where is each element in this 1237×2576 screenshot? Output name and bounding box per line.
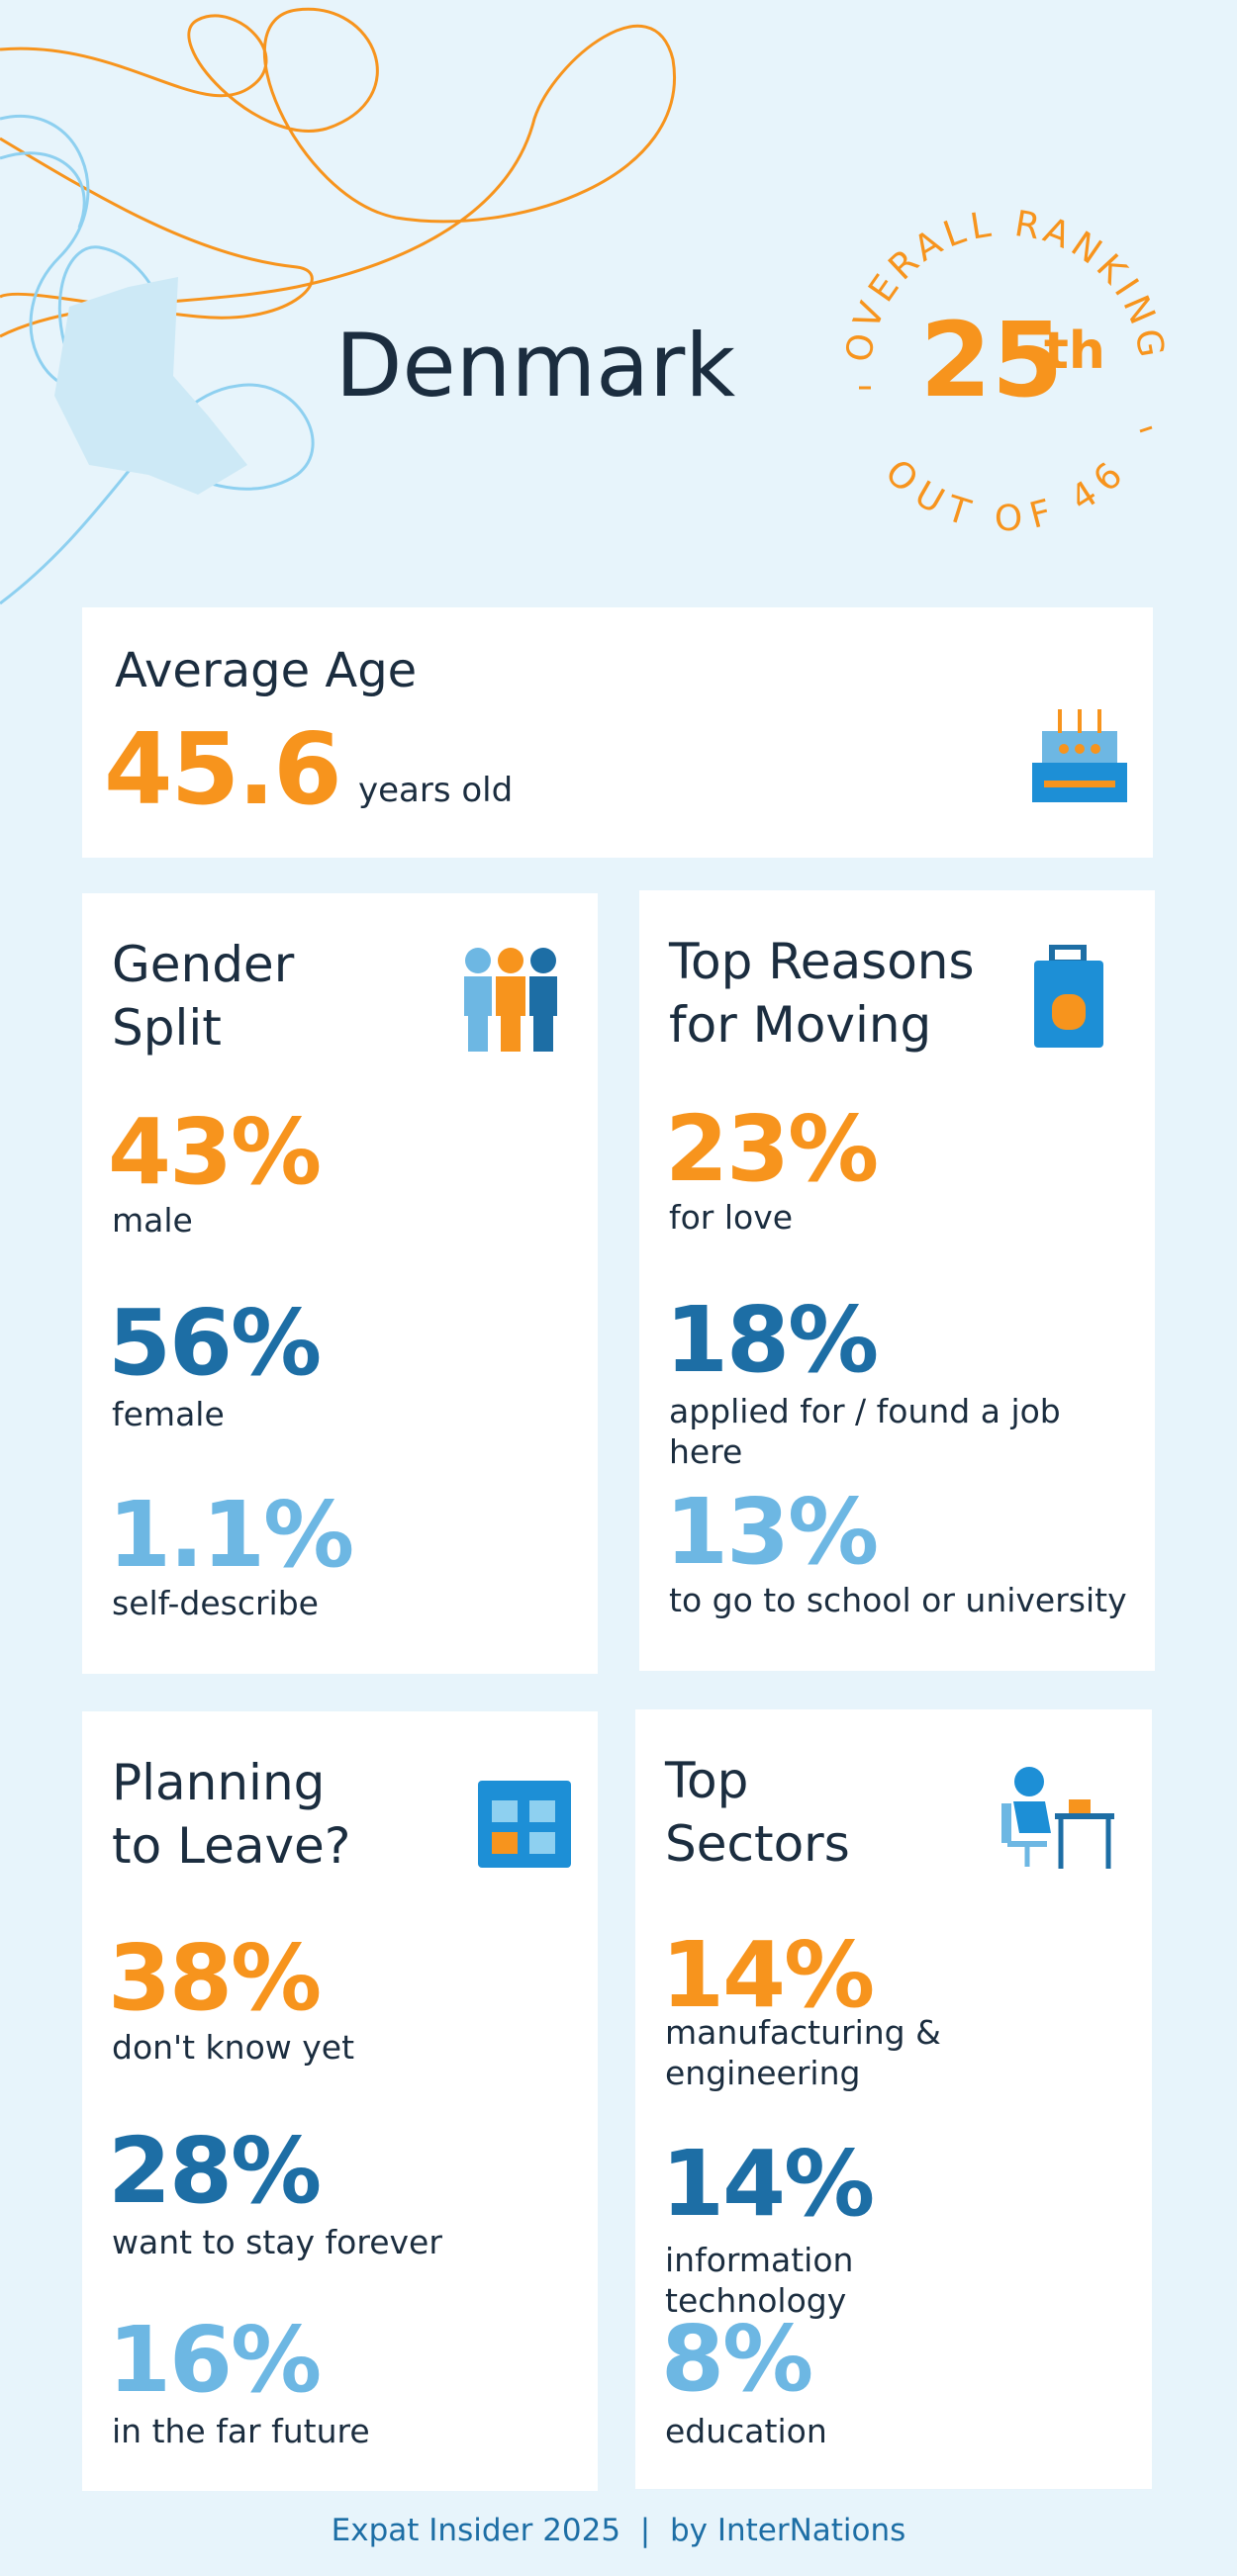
stat-value: 43% [108,1099,322,1205]
card-title: Top Reasons for Moving [669,930,975,1057]
age-unit: years old [358,771,514,810]
stat-value: 18% [665,1287,879,1393]
stat-value: 16% [108,2307,322,2413]
card-title-line: Top Reasons [669,933,975,990]
stat-value: 1.1% [108,1482,354,1588]
card-title: Top Sectors [665,1749,850,1876]
card-title-line: Planning [112,1754,326,1811]
stat-value: 38% [108,1925,322,2031]
stat-label: female [112,1395,225,1433]
stat-value: 14% [661,1922,875,2028]
stat-label: male [112,1201,193,1240]
stat-label: to go to school or university [669,1581,1127,1619]
stat-label: manufacturing & engineering [665,2013,941,2092]
stat-value: 8% [661,2306,813,2412]
stat-value: 13% [665,1479,879,1585]
ranking-label-bottom: OUT OF 46 [878,452,1129,540]
footer: Expat Insider 2025 | by InterNations [331,2513,906,2548]
card-title: Gender Split [112,933,294,1059]
reasons-card: Top Reasons for Moving 23% for love 18% appli… [639,890,1155,1671]
stat-label: education [665,2412,827,2450]
card-title-line: Sectors [665,1815,850,1873]
stat-label: self-describe [112,1584,319,1622]
planning-card: Planning to Leave? 38% don't know yet 28% wan… [82,1711,598,2491]
stat-value: 56% [108,1290,322,1396]
stat-label: applied for / found a job here [669,1392,1061,1471]
people-icon [464,948,557,1052]
suitcase-icon [1034,945,1103,1048]
age-title: Average Age [115,643,418,698]
card-title-line: Top [665,1752,749,1809]
calendar-icon [478,1781,571,1868]
stat-label: don't know yet [112,2028,355,2067]
stat-value: 23% [665,1096,879,1202]
ranking-value: 25 [920,300,1064,420]
cake-icon [1032,709,1127,802]
stat-label: in the far future [112,2412,370,2450]
card-title-line: Split [112,999,222,1057]
sectors-card: Top Sectors 14% manufacturing & engineering… [635,1709,1152,2489]
stat-label: for love [669,1198,794,1237]
ranking-label: OUT OF 46 [878,452,1134,540]
stat-label: information technology [665,2241,854,2320]
card-title-line: Gender [112,936,295,993]
card-title-line: for Moving [669,996,932,1054]
card-title: Planning to Leave? [112,1751,350,1878]
stat-value: 14% [661,2131,875,2237]
age-card: Average Age 45.6 years old [82,607,1153,858]
stat-label: want to stay forever [112,2223,442,2261]
title: Denmark [335,315,736,416]
ranking-suffix: th [1044,322,1105,381]
desk-icon [1001,1767,1114,1869]
stat-value: 28% [108,2118,322,2224]
gender-card: Gender Split 43% male 56% female 1.1% self-desc… [82,893,598,1674]
card-title-line: to Leave? [112,1817,351,1875]
age-value: 45.6 [104,711,342,827]
